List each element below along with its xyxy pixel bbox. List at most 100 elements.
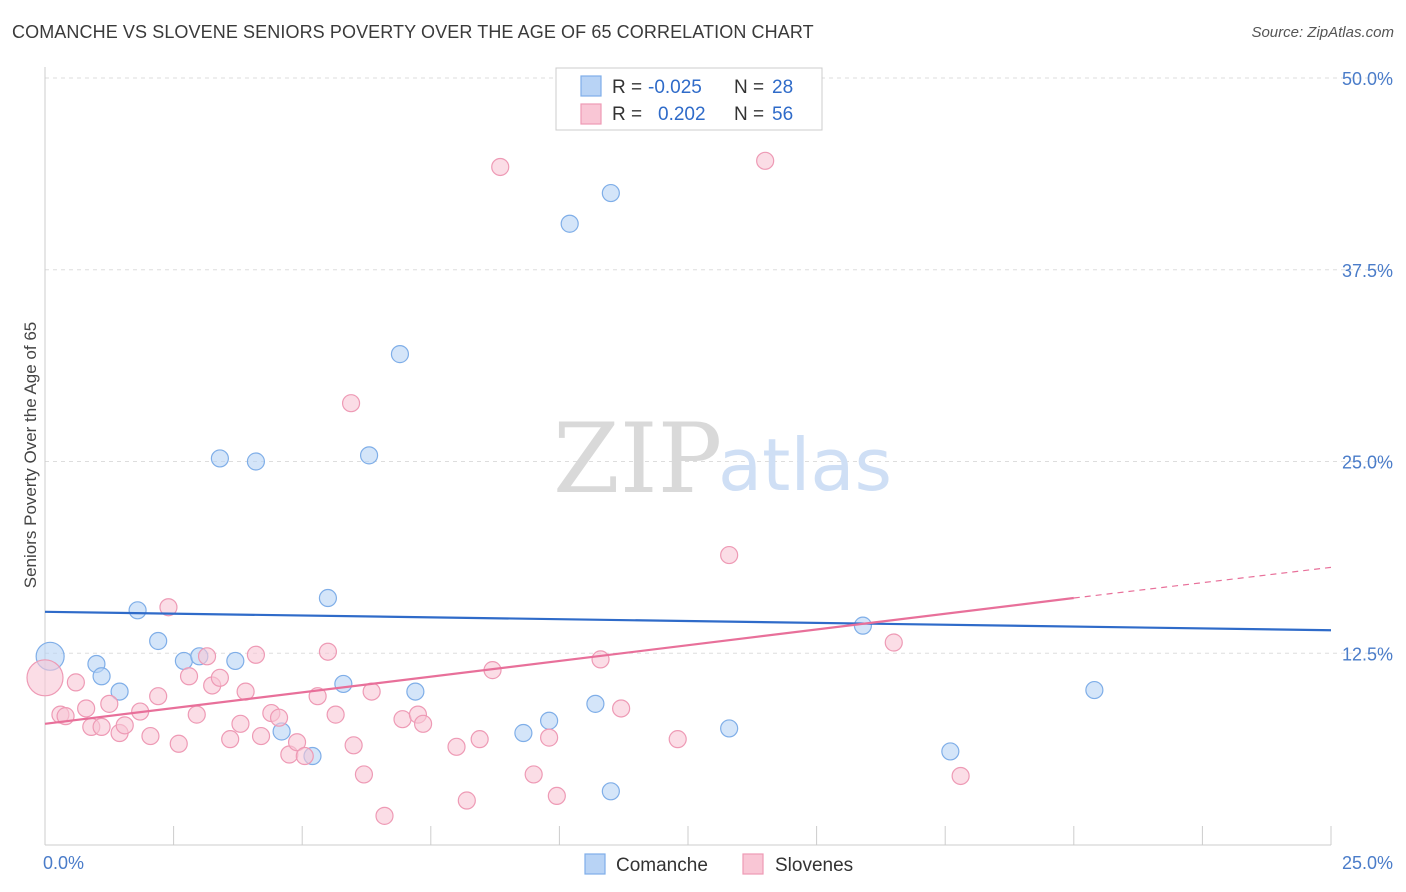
slovenes-point-3 <box>66 673 85 692</box>
comanche-point-8 <box>210 449 229 468</box>
slovenes-point-34 <box>344 736 363 755</box>
slovenes-point-23 <box>246 645 266 664</box>
comanche-point-2 <box>92 667 111 686</box>
trend-layer <box>44 566 1332 725</box>
legend-r-label-comanche: R = <box>612 77 642 98</box>
comanche-point-16 <box>390 345 410 364</box>
slovenes-point-41 <box>447 737 466 756</box>
slovenes-point-43 <box>470 730 489 749</box>
slovenes-point-29 <box>295 746 314 766</box>
slovenes-point-17 <box>197 647 217 666</box>
slovenes-point-40 <box>413 714 433 733</box>
slovenes-point-11 <box>141 726 160 746</box>
slovenes-point-14 <box>169 734 188 753</box>
legend-n-value-slovenes: 56 <box>772 104 793 125</box>
comanche-point-18 <box>514 723 533 743</box>
slovenes-point-52 <box>720 545 739 565</box>
slovenes-point-31 <box>318 642 338 661</box>
comanche-point-14 <box>334 674 353 694</box>
comanche-point-21 <box>586 694 605 713</box>
legend-n-value-comanche: 28 <box>772 77 793 98</box>
legend-n-label-slovenes: N = <box>734 104 764 125</box>
series-label-slovenes: Slovenes <box>775 855 853 876</box>
slovenes-point-19 <box>210 668 229 687</box>
comanche-point-17 <box>406 682 425 701</box>
y-axis-label: Seniors Poverty Over the Age of 65 <box>21 322 40 588</box>
legend-n-label-comanche: N = <box>734 77 764 98</box>
slovenes-point-9 <box>115 716 134 735</box>
comanche-point-4 <box>128 601 147 620</box>
correlation-legend: R = -0.025 N = 28 R = 0.202 N = 56 <box>555 67 823 131</box>
slovenes-point-47 <box>540 728 559 747</box>
slovenes-point-54 <box>884 633 903 652</box>
y-tick-label: 12.5% <box>1342 644 1393 664</box>
slovenes-point-20 <box>221 730 240 749</box>
slovenes-point-28 <box>287 733 307 752</box>
axis-layer: 12.5% 25.0% 37.5% 50.0% 0.0% 25.0% <box>43 67 1393 873</box>
slovenes-point-50 <box>612 699 631 718</box>
comanche-point-19 <box>540 711 559 730</box>
points-layer <box>26 151 1104 825</box>
slovenes-point-32 <box>326 705 345 724</box>
y-tick-label: 50.0% <box>1342 69 1393 89</box>
slovenes-point-6 <box>92 717 111 736</box>
slovenes-point-15 <box>179 667 199 686</box>
slovenes-point-24 <box>251 726 271 746</box>
series-swatch-comanche <box>584 853 606 875</box>
legend-swatch-slovenes <box>580 103 602 125</box>
slovenes-point-53 <box>756 151 775 170</box>
slovenes-point-42 <box>457 791 476 810</box>
slovenes-point-35 <box>354 765 374 784</box>
x-tick-label-max: 25.0% <box>1342 853 1393 873</box>
comanche-point-3 <box>110 682 129 701</box>
chart-title: COMANCHE VS SLOVENE SENIORS POVERTY OVER… <box>12 22 814 42</box>
comanche-point-23 <box>601 183 620 203</box>
comanche-point-10 <box>246 452 266 471</box>
slovenes-point-51 <box>668 730 687 749</box>
source-label: Source: ZipAtlas.com <box>1251 24 1394 41</box>
legend-swatch-comanche <box>580 75 602 97</box>
legend-r-label-slovenes: R = <box>612 104 642 125</box>
slovenes-point-21 <box>231 714 250 733</box>
comanche-trend-line <box>44 610 1332 632</box>
slovenes-point-37 <box>375 806 394 825</box>
comanche-point-13 <box>318 588 338 608</box>
comanche-point-24 <box>720 719 739 738</box>
legend-r-value-comanche: -0.025 <box>648 77 702 98</box>
comanche-point-6 <box>174 651 193 671</box>
y-tick-label: 25.0% <box>1342 453 1393 473</box>
y-tick-label: 37.5% <box>1342 261 1393 281</box>
slovenes-point-38 <box>393 710 412 729</box>
slovenes-point-16 <box>187 705 206 724</box>
comanche-point-5 <box>149 631 168 651</box>
slovenes-point-55 <box>951 766 970 786</box>
comanche-point-26 <box>941 742 960 761</box>
comanche-point-9 <box>226 651 245 671</box>
slovenes-point-49 <box>591 650 610 669</box>
grid-layer <box>45 77 1392 654</box>
slovenes-point-45 <box>491 157 510 177</box>
slovenes-trend-line <box>44 596 1074 725</box>
slovenes-point-48 <box>547 786 566 806</box>
series-label-comanche: Comanche <box>616 855 708 876</box>
comanche-point-15 <box>359 446 379 465</box>
slovenes-point-13 <box>159 598 178 617</box>
slovenes-point-7 <box>100 694 119 713</box>
comanche-point-22 <box>601 782 620 801</box>
watermark-zip: ZIP <box>553 403 722 515</box>
slovenes-point-0 <box>26 659 64 697</box>
slovenes-point-33 <box>341 394 361 413</box>
series-swatch-slovenes <box>742 853 764 875</box>
comanche-point-27 <box>1085 680 1104 700</box>
comanche-point-20 <box>560 214 579 233</box>
series-legend: Comanche Slovenes <box>584 853 853 876</box>
legend-r-value-slovenes: 0.202 <box>658 104 706 125</box>
slovenes-point-46 <box>524 765 543 784</box>
slovenes-trend-extension <box>1073 566 1332 599</box>
x-tick-label-min: 0.0% <box>43 853 84 873</box>
slovenes-point-12 <box>149 687 168 706</box>
slovenes-point-26 <box>269 708 289 727</box>
slovenes-point-4 <box>77 699 96 718</box>
watermark-atlas: atlas <box>718 423 892 507</box>
